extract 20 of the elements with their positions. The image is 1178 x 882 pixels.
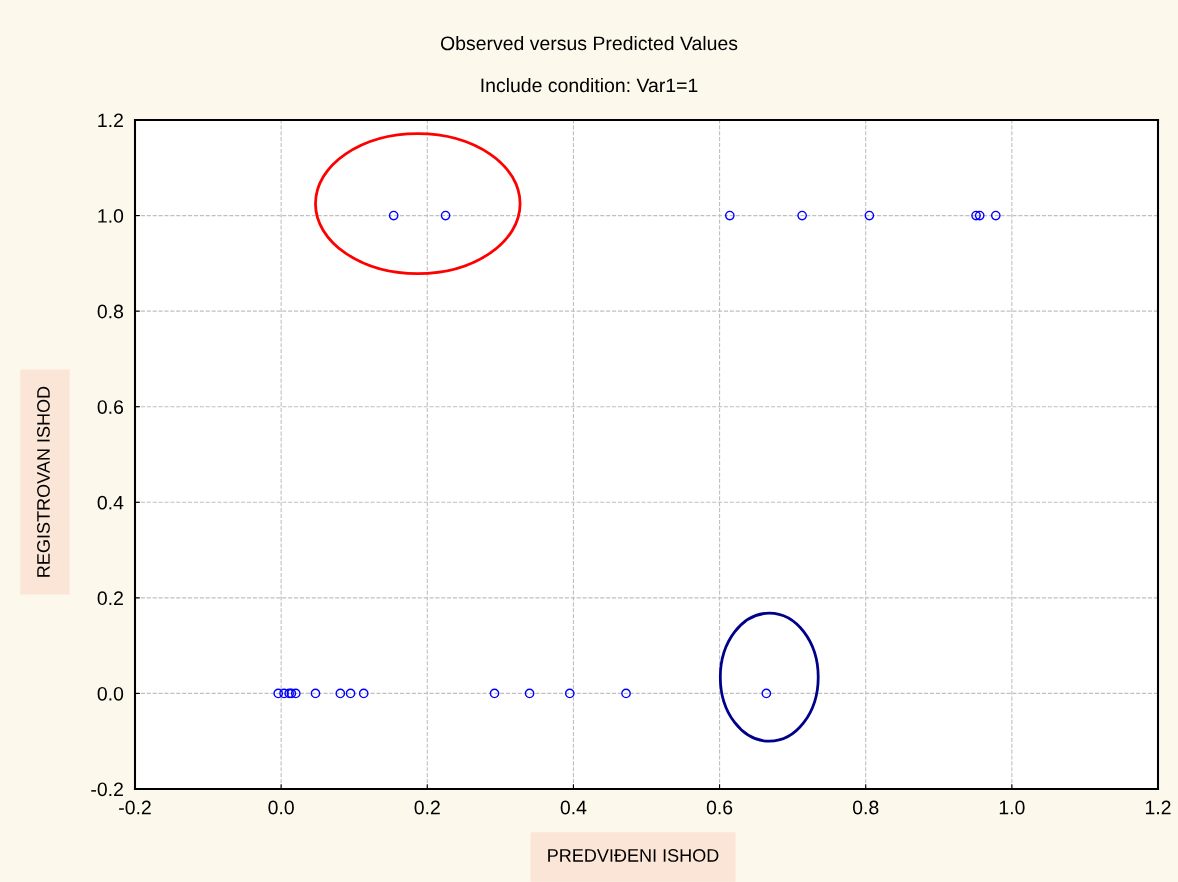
x-tick-label: 0.2 bbox=[414, 800, 440, 815]
x-tick-label: 1.0 bbox=[999, 800, 1025, 815]
y-tick-label: 0.4 bbox=[97, 495, 124, 510]
x-tick-label: 0.6 bbox=[706, 800, 733, 815]
y-tick-label: 0.8 bbox=[97, 304, 124, 319]
x-tick-label: 1.2 bbox=[1145, 800, 1171, 815]
y-tick-label: 1.2 bbox=[98, 113, 123, 128]
x-tick-label: 0.8 bbox=[852, 800, 879, 815]
x-tick-label: 0.4 bbox=[560, 800, 587, 815]
y-tick-label: 0.0 bbox=[97, 686, 124, 701]
chart-subtitle: Include condition: Var1=1 bbox=[481, 77, 698, 93]
x-axis-title: PREDVIĐENI ISHOD bbox=[548, 849, 719, 862]
y-tick-label: 1.0 bbox=[98, 209, 124, 223]
y-axis-title: REGISTROVAN ISHOD bbox=[37, 386, 50, 577]
chart-title: Observed versus Predicted Values bbox=[440, 35, 738, 51]
x-tick-label: -0.2 bbox=[119, 800, 151, 815]
y-tick-label: -0.2 bbox=[91, 782, 123, 797]
y-tick-label: 0.6 bbox=[97, 400, 124, 414]
y-tick-label: 0.2 bbox=[97, 591, 123, 606]
x-tick-label: 0.0 bbox=[268, 800, 294, 815]
